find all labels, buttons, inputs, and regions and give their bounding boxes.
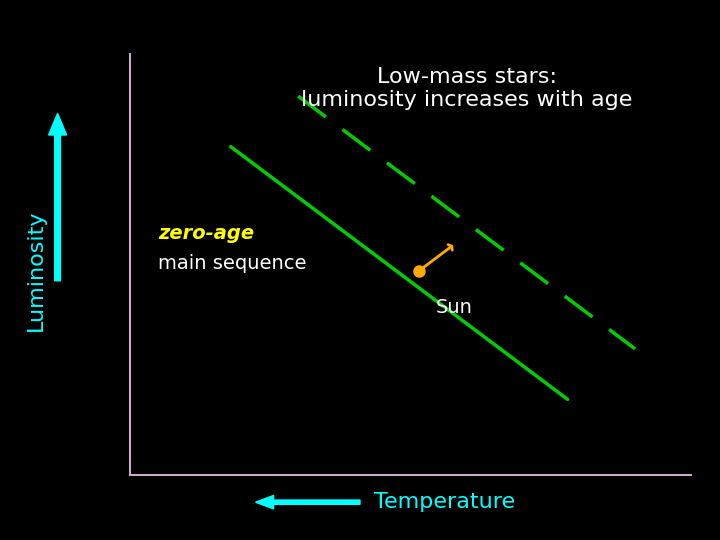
Text: Temperature: Temperature [374, 492, 516, 512]
Text: Sun: Sun [436, 298, 472, 317]
Text: Low-mass stars:
luminosity increases with age: Low-mass stars: luminosity increases wit… [301, 66, 632, 110]
Text: Luminosity: Luminosity [26, 209, 46, 330]
Text: main sequence: main sequence [158, 254, 306, 273]
Text: zero-age: zero-age [158, 224, 254, 244]
